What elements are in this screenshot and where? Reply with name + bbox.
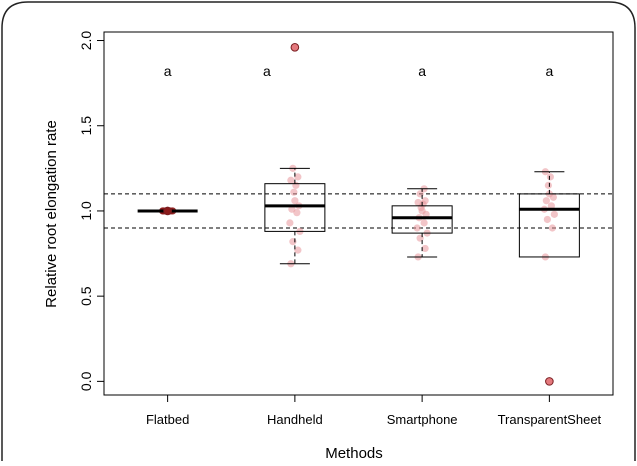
y-axis: 0.0 0.5 1.0 1.5 2.0 — [78, 31, 104, 391]
y-tick-label-3: 1.5 — [78, 116, 94, 136]
data-point — [414, 198, 422, 207]
y-tick-label-0: 0.0 — [78, 371, 94, 391]
y-axis-title: Relative root elongation rate — [43, 120, 60, 308]
data-point — [548, 224, 556, 232]
box-transparentsheet — [518, 168, 580, 386]
data-point — [546, 173, 554, 181]
data-point — [421, 244, 429, 253]
data-point — [420, 219, 428, 227]
data-point — [291, 197, 299, 205]
data-point — [294, 173, 302, 181]
x-tick-label-1: Handheld — [267, 412, 323, 427]
interquartile-box — [391, 205, 453, 234]
data-point — [413, 224, 421, 232]
box-flatbed — [137, 206, 198, 216]
data-point — [290, 188, 298, 196]
group-letter-1: a — [263, 63, 271, 79]
outlier-point — [290, 43, 300, 52]
x-axis: Flatbed Handheld Smartphone TransparentShee… — [146, 395, 602, 427]
x-tick-label-3: TransparentSheet — [498, 412, 602, 427]
data-point — [288, 205, 296, 213]
group-letter-3: a — [545, 63, 553, 79]
data-point — [294, 246, 302, 254]
y-tick-label-4: 2.0 — [78, 31, 94, 51]
data-point — [547, 202, 555, 210]
plot-area — [103, 31, 614, 396]
interquartile-box — [518, 193, 580, 258]
boxes — [137, 43, 580, 386]
data-point — [550, 210, 558, 218]
data-point — [287, 176, 295, 184]
data-point — [286, 219, 294, 227]
group-letter-2: a — [418, 63, 426, 79]
data-point — [289, 238, 297, 246]
box-smartphone — [391, 185, 453, 261]
data-point — [543, 215, 551, 224]
x-tick-label-2: Smartphone — [387, 412, 458, 427]
group-letter-0: a — [164, 63, 172, 79]
data-point — [544, 181, 552, 189]
x-tick-label-0: Flatbed — [146, 412, 189, 427]
x-axis-title: Methods — [325, 445, 383, 461]
y-tick-label-2: 1.0 — [78, 201, 94, 221]
outlier-point — [163, 206, 172, 216]
box-handheld — [264, 43, 326, 268]
data-point — [542, 197, 550, 205]
outlier-point — [545, 377, 554, 386]
interquartile-box — [264, 183, 326, 232]
y-tick-label-1: 0.5 — [78, 286, 94, 306]
reference-lines — [104, 193, 613, 229]
data-point — [421, 197, 429, 205]
data-point — [416, 234, 424, 242]
